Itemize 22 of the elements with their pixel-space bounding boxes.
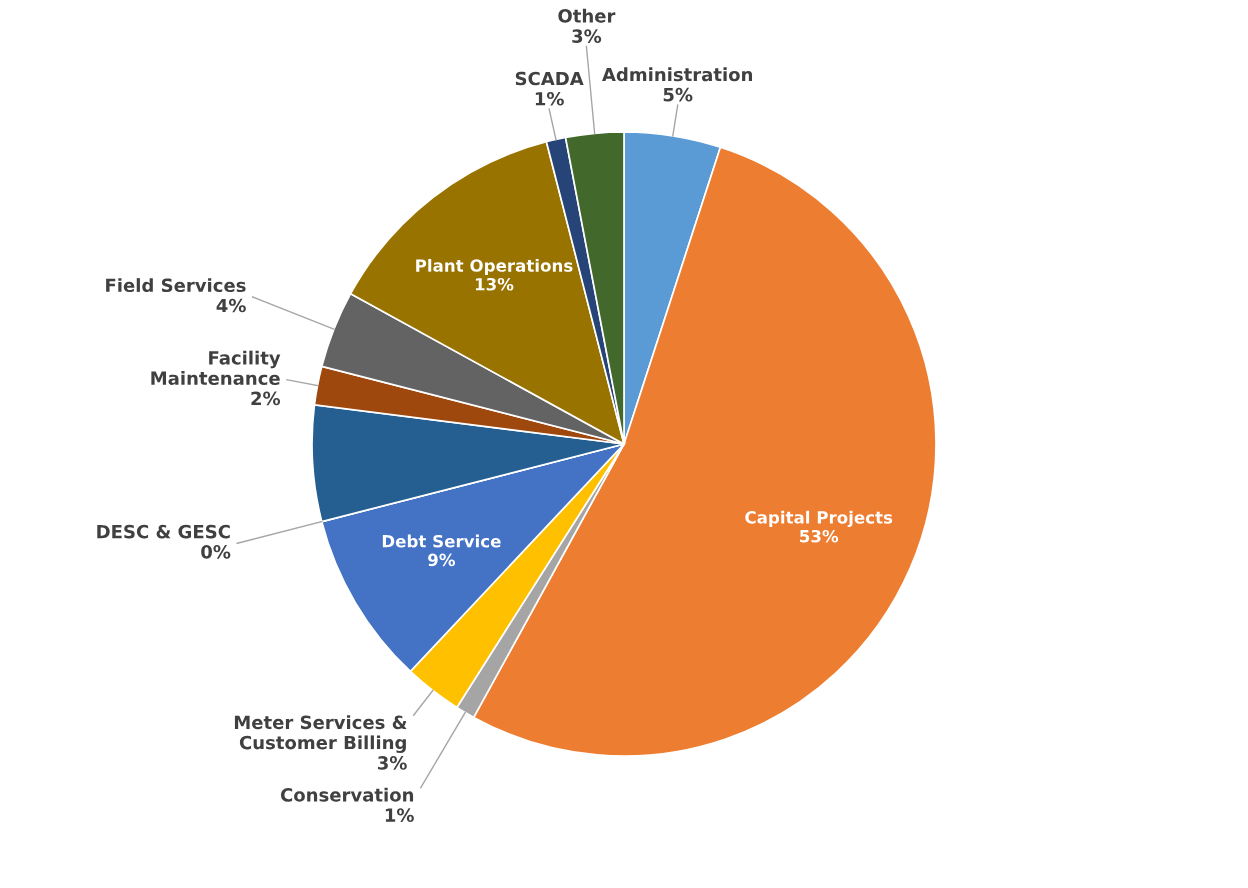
data-label: 4%: [216, 298, 246, 313]
data-label: 3%: [572, 29, 602, 43]
slice-label: Capital Projects: [745, 510, 893, 528]
data-label: 3%: [377, 756, 407, 770]
slice-label: Meter Services & Customer Billing: [234, 715, 407, 754]
data-label: 53%: [800, 529, 839, 543]
data-label: 2%: [251, 391, 281, 406]
slice-label: Plant Operations: [416, 258, 573, 276]
data-label: 9%: [428, 553, 455, 567]
legend-label: DESC & GESC: [97, 524, 230, 539]
slice-label: Other: [558, 8, 616, 23]
data-label: 1%: [385, 808, 414, 822]
slice-label: Administration: [602, 67, 753, 82]
slice-label: Conservation: [280, 787, 414, 802]
slice-label: Debt Service: [382, 534, 501, 548]
slice-label: Facility Maintenance: [151, 350, 281, 385]
data-label: 5%: [663, 87, 693, 102]
data-label: 13%: [475, 277, 514, 291]
slice-label: SCADA: [515, 71, 584, 86]
slice-label: Field Services: [106, 278, 246, 293]
data-label: 1%: [535, 91, 564, 106]
text: 0%: [201, 545, 231, 559]
